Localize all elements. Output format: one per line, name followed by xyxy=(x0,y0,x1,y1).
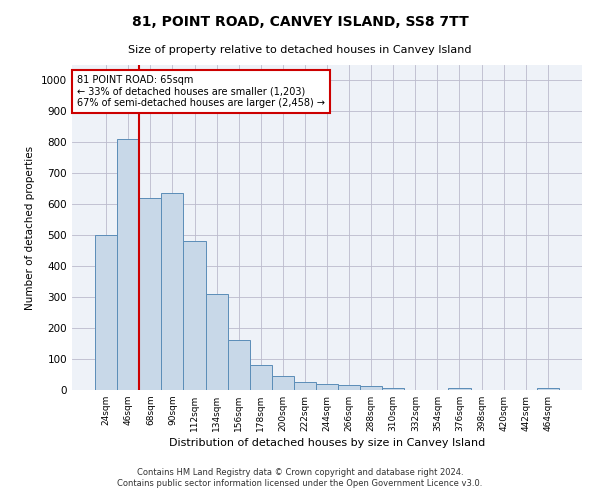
Bar xyxy=(161,194,184,390)
Text: Contains HM Land Registry data © Crown copyright and database right 2024.
Contai: Contains HM Land Registry data © Crown c… xyxy=(118,468,482,487)
Bar xyxy=(227,340,250,390)
Bar xyxy=(272,376,294,390)
Bar xyxy=(360,386,382,390)
Y-axis label: Number of detached properties: Number of detached properties xyxy=(25,146,35,310)
Text: 81 POINT ROAD: 65sqm
← 33% of detached houses are smaller (1,203)
67% of semi-de: 81 POINT ROAD: 65sqm ← 33% of detached h… xyxy=(77,74,325,108)
Bar xyxy=(448,388,470,390)
Bar xyxy=(117,140,139,390)
Bar xyxy=(206,294,227,390)
Bar xyxy=(338,384,360,390)
Bar xyxy=(316,384,338,390)
Bar xyxy=(95,235,117,390)
Text: 81, POINT ROAD, CANVEY ISLAND, SS8 7TT: 81, POINT ROAD, CANVEY ISLAND, SS8 7TT xyxy=(131,15,469,29)
Text: Size of property relative to detached houses in Canvey Island: Size of property relative to detached ho… xyxy=(128,45,472,55)
Bar xyxy=(382,388,404,390)
Bar xyxy=(537,388,559,390)
Bar xyxy=(139,198,161,390)
Bar xyxy=(250,365,272,390)
Bar xyxy=(294,382,316,390)
Bar xyxy=(184,242,206,390)
X-axis label: Distribution of detached houses by size in Canvey Island: Distribution of detached houses by size … xyxy=(169,438,485,448)
